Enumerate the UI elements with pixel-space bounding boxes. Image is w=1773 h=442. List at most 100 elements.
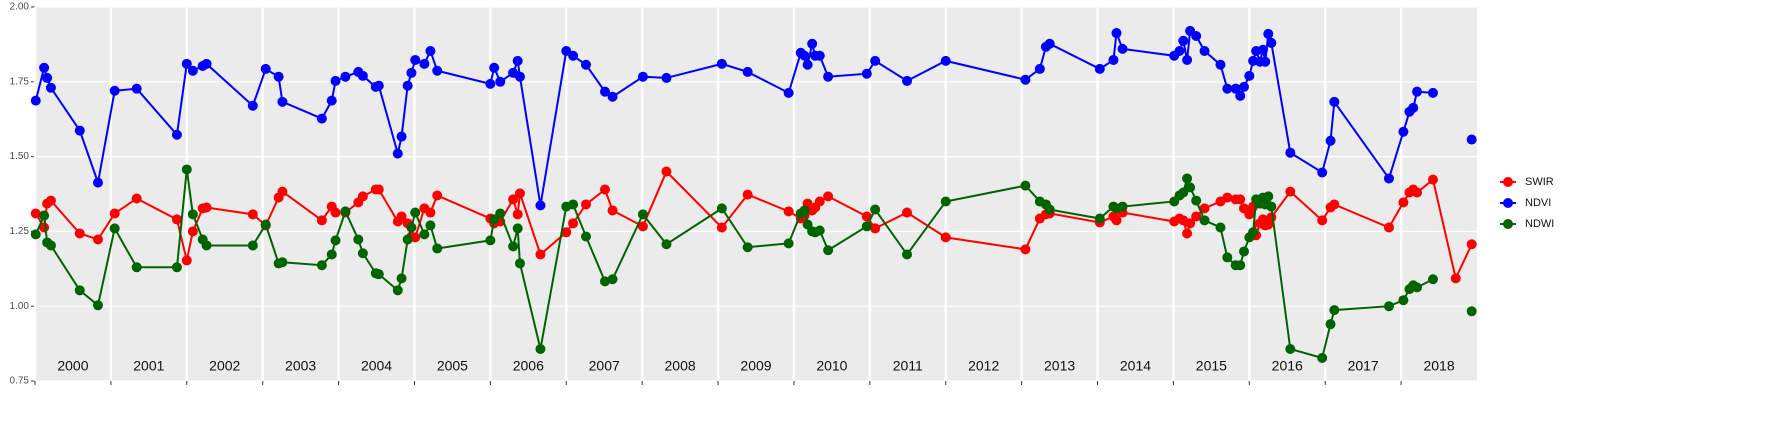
- data-point: [1383, 301, 1394, 312]
- data-point: [425, 220, 436, 231]
- data-point: [716, 58, 727, 69]
- data-point: [823, 245, 834, 256]
- data-point: [1191, 31, 1202, 42]
- data-point: [187, 209, 198, 220]
- data-point: [1408, 102, 1419, 113]
- data-point: [508, 194, 519, 205]
- data-point: [1285, 343, 1296, 354]
- data-point: [316, 113, 327, 124]
- data-point: [247, 240, 258, 251]
- data-point: [1285, 186, 1296, 197]
- data-point: [181, 164, 192, 175]
- data-point: [74, 125, 85, 136]
- data-point: [1329, 305, 1340, 316]
- data-point: [316, 260, 327, 271]
- data-point: [870, 55, 881, 66]
- data-point: [260, 219, 271, 230]
- data-point: [1398, 295, 1409, 306]
- data-point: [396, 273, 407, 284]
- data-point: [742, 66, 753, 77]
- data-point: [1044, 38, 1055, 49]
- data-point: [1412, 282, 1423, 293]
- data-point: [1239, 81, 1250, 92]
- x-tick-label: 2018: [1423, 358, 1454, 374]
- data-point: [568, 199, 579, 210]
- data-point: [783, 206, 794, 217]
- data-point: [1263, 191, 1274, 202]
- data-point: [316, 215, 327, 226]
- data-point: [109, 85, 120, 96]
- data-point: [1111, 215, 1122, 226]
- data-point: [39, 210, 50, 221]
- data-point: [1222, 252, 1233, 263]
- data-point: [1020, 244, 1031, 255]
- data-point: [661, 166, 672, 177]
- x-tick-label: 2007: [589, 358, 620, 374]
- y-tick-label: 1.75: [10, 76, 30, 87]
- data-point: [92, 177, 103, 188]
- y-tick-label: 0.75: [10, 376, 30, 387]
- data-point: [512, 209, 523, 220]
- data-point: [814, 50, 825, 61]
- data-point: [485, 78, 496, 89]
- data-point: [1117, 201, 1128, 212]
- data-point: [607, 91, 618, 102]
- data-point: [940, 232, 951, 243]
- data-point: [535, 200, 546, 211]
- data-point: [1412, 187, 1423, 198]
- x-tick-label: 2017: [1348, 358, 1379, 374]
- data-point: [489, 62, 500, 73]
- data-point: [330, 75, 341, 86]
- data-point: [1317, 215, 1328, 226]
- data-point: [181, 255, 192, 266]
- data-point: [1466, 239, 1477, 250]
- x-tick-label: 2005: [437, 358, 468, 374]
- data-point: [1235, 260, 1246, 271]
- data-point: [742, 189, 753, 200]
- data-point: [74, 228, 85, 239]
- data-point: [599, 184, 610, 195]
- data-point: [247, 209, 258, 220]
- data-point: [277, 186, 288, 197]
- data-point: [1248, 227, 1259, 238]
- data-point: [30, 208, 41, 219]
- x-tick-label: 2009: [740, 358, 771, 374]
- data-point: [870, 223, 881, 234]
- data-point: [1020, 180, 1031, 191]
- data-point: [410, 207, 421, 218]
- data-point: [30, 95, 41, 106]
- data-point: [1383, 222, 1394, 233]
- y-tick-label: 1.25: [10, 226, 30, 237]
- data-point: [277, 257, 288, 268]
- data-point: [1034, 63, 1045, 74]
- data-point: [92, 234, 103, 245]
- data-point: [661, 72, 672, 83]
- data-point: [353, 234, 364, 245]
- data-point: [512, 223, 523, 234]
- data-point: [109, 223, 120, 234]
- data-point: [535, 249, 546, 260]
- data-point: [823, 71, 834, 82]
- data-point: [171, 262, 182, 273]
- data-point: [201, 240, 212, 251]
- data-point: [39, 62, 50, 73]
- data-point: [1222, 83, 1233, 94]
- data-point: [419, 229, 430, 240]
- data-point: [1398, 126, 1409, 137]
- data-point: [326, 95, 337, 106]
- data-point: [1412, 86, 1423, 97]
- x-tick-label: 2002: [209, 358, 240, 374]
- data-point: [1185, 218, 1196, 229]
- x-tick-label: 2014: [1120, 358, 1151, 374]
- data-point: [260, 63, 271, 74]
- data-point: [1117, 43, 1128, 54]
- data-point: [1215, 222, 1226, 233]
- data-point: [716, 222, 727, 233]
- legend-marker: [1503, 177, 1513, 187]
- data-point: [514, 188, 525, 199]
- x-tick-label: 2001: [133, 358, 164, 374]
- data-point: [568, 50, 579, 61]
- data-point: [340, 206, 351, 217]
- data-point: [1182, 173, 1193, 184]
- data-point: [1108, 54, 1119, 65]
